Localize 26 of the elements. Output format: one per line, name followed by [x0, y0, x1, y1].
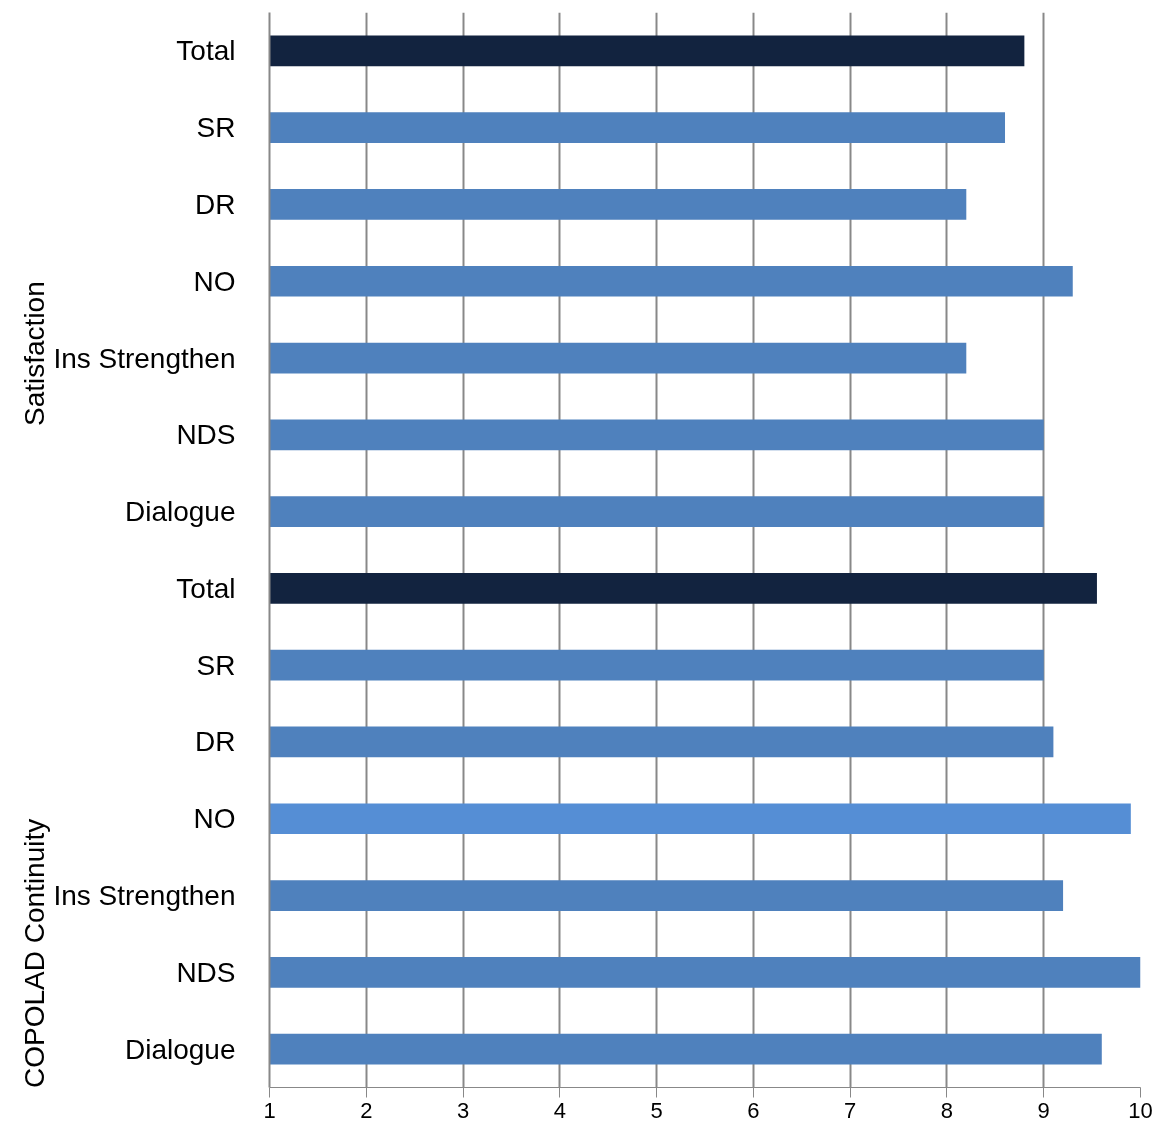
y-tick-label: DR — [195, 726, 236, 758]
y-tick-label: Total — [176, 35, 236, 67]
x-tick-label: 2 — [360, 1097, 373, 1123]
x-tick-label: 7 — [844, 1097, 857, 1123]
x-tick-label: 5 — [650, 1097, 663, 1123]
x-tick-label: 8 — [940, 1097, 954, 1123]
x-tick-label: 6 — [747, 1097, 760, 1123]
x-tick-label: 1 — [263, 1097, 276, 1123]
y-tick-label: SR — [196, 112, 236, 144]
y-tick-label: NO — [193, 265, 236, 297]
x-tick-label: 4 — [553, 1097, 566, 1123]
y-tick-label: DR — [195, 188, 236, 220]
y-tick-label: Dialogue — [124, 496, 236, 528]
y-tick-label: NDS — [176, 956, 236, 988]
y-tick-label: Ins Strengthen — [53, 880, 236, 912]
y-tick-label: Dialogue — [124, 1033, 236, 1065]
y-tick-label: NDS — [176, 419, 236, 451]
y-tick-label: Ins Strengthen — [53, 342, 236, 374]
y-tick-label: SR — [196, 649, 236, 681]
x-tick-label: 9 — [1037, 1097, 1050, 1123]
text: Satisfaction — [19, 281, 50, 426]
text: COPOLAD Continuity — [19, 818, 50, 1088]
y-tick-label: NO — [193, 803, 236, 835]
x-tick-label: 3 — [456, 1097, 470, 1123]
x-tick-label: 10 — [1128, 1097, 1153, 1123]
y-tick-label: Total — [176, 572, 236, 604]
